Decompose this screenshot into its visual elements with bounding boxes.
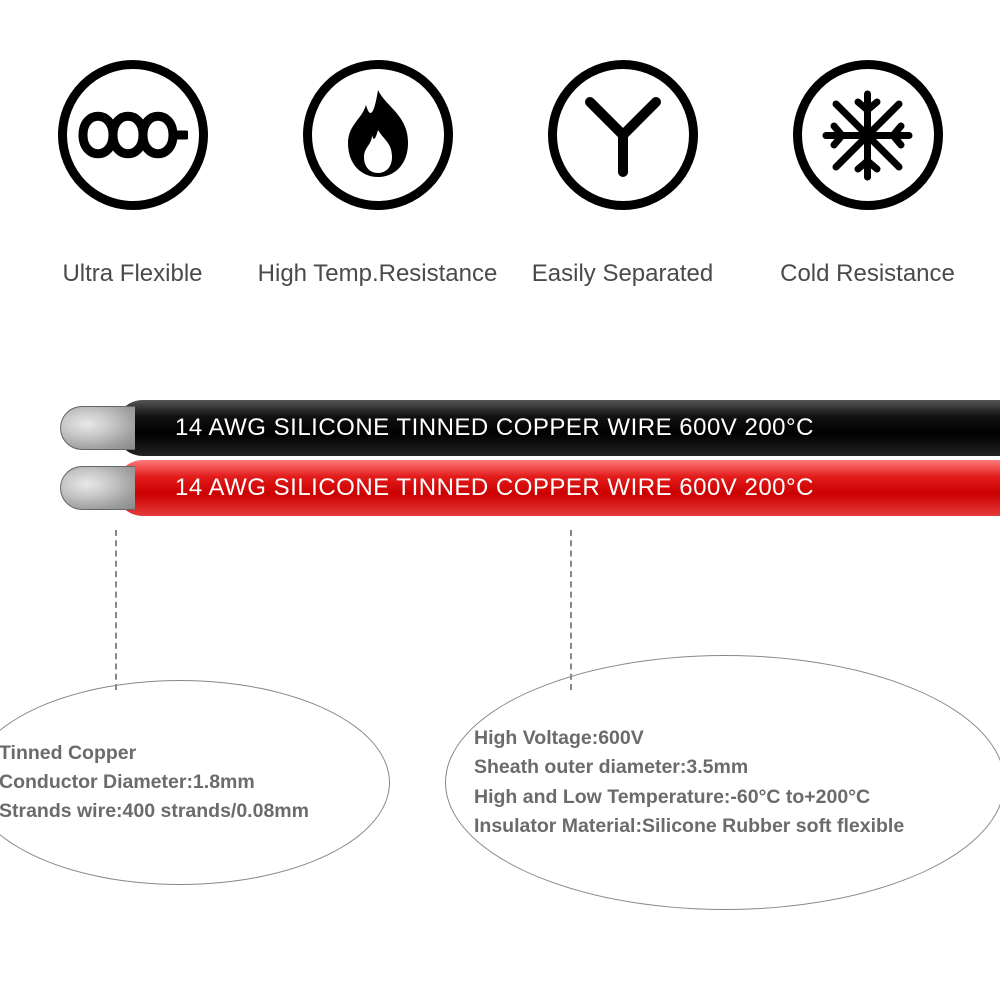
feature-flexible-label: Ultra Flexible: [62, 260, 202, 288]
wire-black: 14 AWG SILICONE TINNED COPPER WIRE 600V …: [60, 400, 1000, 456]
leader-line-right: [570, 530, 572, 690]
feature-icons-row: Ultra Flexible High Temp.Resistance Easi…: [0, 0, 1000, 288]
feature-cold: Cold Resistance: [748, 60, 988, 288]
feature-flexible: Ultra Flexible: [13, 60, 253, 288]
wire-red-tip: [60, 466, 135, 510]
y-split-icon: [548, 60, 698, 210]
wire-black-body: 14 AWG SILICONE TINNED COPPER WIRE 600V …: [115, 400, 1000, 456]
wire-red: 14 AWG SILICONE TINNED COPPER WIRE 600V …: [60, 460, 1000, 516]
leader-line-left: [115, 530, 117, 690]
callout-right-line4: Insulator Material:Silicone Rubber soft …: [474, 812, 976, 841]
callout-left-line3: Strands wire:400 strands/0.08mm: [0, 797, 361, 826]
callout-left-line1: Tinned Copper: [0, 739, 361, 768]
feature-separated: Easily Separated: [503, 60, 743, 288]
flame-icon: [303, 60, 453, 210]
wire-red-text: 14 AWG SILICONE TINNED COPPER WIRE 600V …: [175, 474, 814, 502]
feature-hightemp: High Temp.Resistance: [258, 60, 498, 288]
wire-black-tip: [60, 406, 135, 450]
feature-hightemp-label: High Temp.Resistance: [258, 260, 498, 288]
callout-conductor: Tinned Copper Conductor Diameter:1.8mm S…: [0, 680, 390, 885]
wire-illustration: 14 AWG SILICONE TINNED COPPER WIRE 600V …: [0, 400, 1000, 516]
feature-separated-label: Easily Separated: [532, 260, 713, 288]
snowflake-icon: [793, 60, 943, 210]
flexible-icon: [58, 60, 208, 210]
callout-right-line3: High and Low Temperature:-60°C to+200°C: [474, 783, 976, 812]
wire-red-body: 14 AWG SILICONE TINNED COPPER WIRE 600V …: [115, 460, 1000, 516]
callout-sheath: High Voltage:600V Sheath outer diameter:…: [445, 655, 1000, 910]
callout-right-line2: Sheath outer diameter:3.5mm: [474, 753, 976, 782]
callout-right-line1: High Voltage:600V: [474, 724, 976, 753]
feature-cold-label: Cold Resistance: [780, 260, 955, 288]
wire-black-text: 14 AWG SILICONE TINNED COPPER WIRE 600V …: [175, 414, 814, 442]
callout-left-line2: Conductor Diameter:1.8mm: [0, 768, 361, 797]
